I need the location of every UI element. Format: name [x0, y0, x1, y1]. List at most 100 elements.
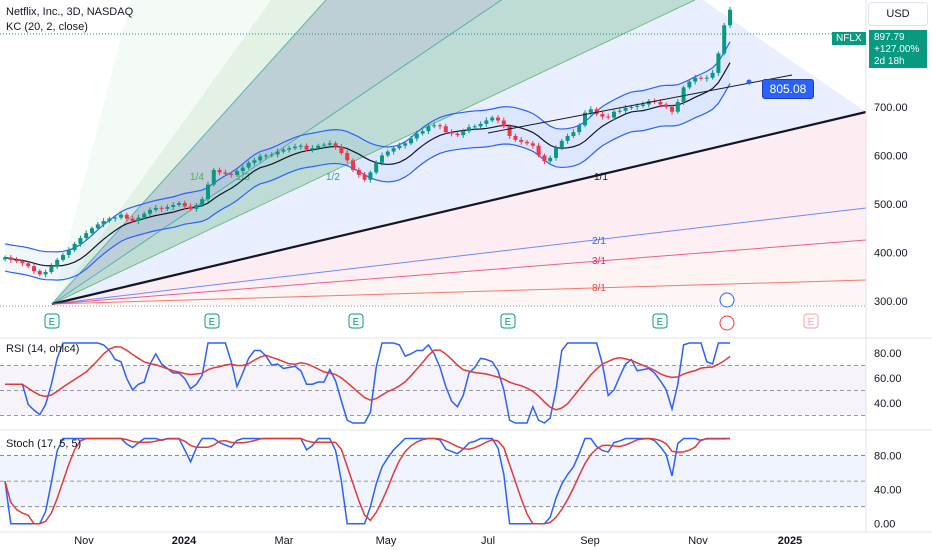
- candle: [130, 218, 135, 221]
- candle: [565, 136, 570, 141]
- stoch-tick: 80.00: [874, 451, 902, 463]
- ticker-tag: NFLX: [832, 32, 866, 45]
- candle: [530, 143, 535, 146]
- candle: [142, 213, 147, 218]
- fan-label: 1/2: [326, 172, 340, 183]
- candle: [594, 109, 599, 115]
- candle: [26, 263, 31, 267]
- candle: [658, 102, 663, 105]
- candle: [385, 151, 390, 156]
- candle: [617, 110, 622, 112]
- currency-button[interactable]: USD: [868, 2, 928, 26]
- candle: [3, 257, 7, 260]
- time-tick: Sep: [580, 535, 600, 547]
- rsi-ma-line: [5, 345, 731, 411]
- candle: [362, 174, 367, 180]
- candle: [240, 167, 245, 171]
- last-price-label: 897.79 +127.00% 2d 18h: [869, 30, 927, 68]
- candle: [159, 207, 164, 209]
- candle: [496, 117, 500, 121]
- bar-countdown: 2d 18h: [874, 56, 905, 67]
- candle: [409, 138, 413, 144]
- candle: [182, 203, 187, 207]
- candle: [206, 184, 210, 200]
- rsi-line: [5, 342, 730, 424]
- candle: [55, 259, 60, 267]
- candle: [600, 114, 605, 117]
- stoch-title: Stoch (17, 5, 5): [6, 438, 81, 450]
- time-tick: Jul: [481, 535, 495, 547]
- last-price: 897.79: [874, 32, 905, 43]
- candle: [113, 217, 118, 219]
- candle: [200, 199, 205, 205]
- candle: [716, 53, 721, 73]
- candle: [49, 266, 54, 272]
- candle: [368, 172, 373, 180]
- price-tick: 400.00: [874, 248, 908, 260]
- candle: [606, 116, 611, 118]
- earnings-icon: [44, 313, 60, 329]
- candle: [32, 266, 36, 272]
- candle: [391, 148, 396, 152]
- time-tick: Nov: [688, 535, 708, 547]
- rsi-tick: 60.00: [874, 373, 902, 385]
- candle: [293, 146, 297, 149]
- keltner-fill: [5, 41, 730, 281]
- candle: [455, 133, 460, 136]
- candle: [467, 127, 471, 132]
- time-tick: Mar: [275, 535, 294, 547]
- candle: [287, 148, 292, 150]
- candle: [681, 87, 686, 102]
- gann-fan: 1/4 1/3 1/2 1/1 2/1 3/1 8/1: [0, 0, 867, 307]
- price-tick: 600.00: [874, 150, 908, 162]
- candle: [513, 136, 518, 140]
- fan-label: 2/1: [592, 236, 606, 247]
- fan-zone: [52, 0, 866, 304]
- candle: [432, 125, 437, 127]
- candle: [275, 151, 280, 155]
- candle: [710, 72, 715, 78]
- earnings-label: E: [505, 317, 512, 328]
- candle: [548, 157, 553, 162]
- candle: [687, 81, 692, 88]
- candle: [246, 162, 251, 168]
- earnings-icon: [204, 313, 220, 329]
- candle: [629, 106, 634, 108]
- stoch-d-line: [4, 437, 731, 525]
- candle: [403, 143, 408, 146]
- candle: [14, 259, 19, 262]
- candle: [351, 160, 355, 170]
- fan-label: 1/1: [594, 172, 608, 183]
- candle: [641, 104, 645, 106]
- candle: [380, 155, 384, 163]
- candle: [704, 77, 709, 79]
- stoch-tick: 0.00: [874, 519, 895, 531]
- candle: [8, 257, 13, 260]
- candle: [124, 214, 129, 219]
- candle: [525, 141, 529, 144]
- candle: [148, 209, 152, 214]
- candle: [635, 105, 640, 107]
- keltner-channel: [4, 41, 731, 281]
- candle: [490, 117, 495, 121]
- keltner-lower: [4, 83, 731, 281]
- candle: [298, 145, 303, 147]
- time-tick: May: [376, 535, 397, 547]
- candle: [571, 132, 576, 136]
- candle: [443, 126, 448, 133]
- cursor-price-label[interactable]: 805.08: [762, 79, 814, 99]
- fan-ray: [51, 0, 696, 305]
- fan-ray: [51, 0, 503, 305]
- earnings-label: E: [657, 317, 664, 328]
- candle: [72, 243, 77, 251]
- fan-label: 1/3: [236, 172, 250, 183]
- candle: [414, 133, 419, 139]
- rsi-pane: RSI (14, ohlc4): [0, 337, 932, 424]
- candle: [507, 126, 512, 136]
- keltner-basis: [4, 62, 731, 267]
- candle: [397, 145, 402, 149]
- candle: [699, 77, 703, 79]
- candle: [194, 204, 199, 209]
- candle: [612, 111, 616, 118]
